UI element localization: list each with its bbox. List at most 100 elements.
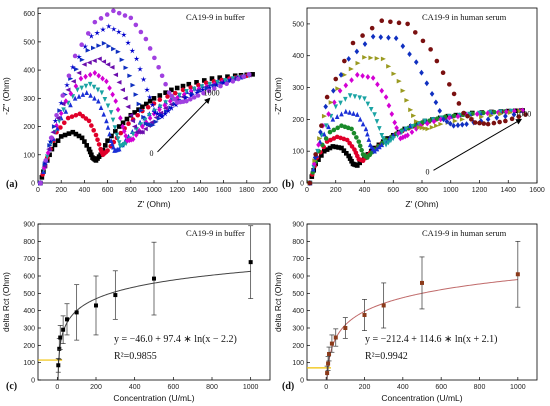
data-point <box>74 310 79 315</box>
data-point <box>72 53 78 59</box>
data-point <box>98 16 104 21</box>
panel-a-nyquist-buffer: 0 200 400 600 800 1000 1200 1400 1600 1800 2000010… <box>1 7 278 209</box>
data-point <box>520 107 525 114</box>
panel-b-trend-arrow <box>433 118 523 171</box>
data-point <box>338 71 344 78</box>
x-tick-label: 2000 <box>262 187 278 194</box>
data-point <box>392 119 397 126</box>
data-point <box>137 66 144 72</box>
data-point <box>336 145 341 150</box>
data-point <box>126 121 131 127</box>
data-point <box>323 136 329 141</box>
data-point <box>116 10 122 16</box>
y-tick-label: 400 <box>292 53 304 60</box>
data-point <box>331 127 337 133</box>
data-point <box>151 96 157 101</box>
data-point <box>163 81 168 87</box>
data-point <box>73 66 79 72</box>
data-point <box>89 123 94 128</box>
data-point <box>82 43 89 50</box>
panel-b-arrow-end-label: 1000 <box>515 109 531 118</box>
data-point <box>324 147 330 152</box>
data-point <box>407 51 412 58</box>
data-point <box>494 114 500 121</box>
data-point <box>152 109 159 115</box>
data-point <box>63 108 69 114</box>
data-point <box>327 129 333 135</box>
data-point <box>78 75 84 82</box>
data-point <box>113 128 118 134</box>
data-point <box>227 77 234 84</box>
x-tick-label: 0 <box>305 187 309 194</box>
data-point <box>488 113 494 118</box>
data-point <box>87 71 93 78</box>
data-point <box>57 346 62 351</box>
y-tick-label: 300 <box>23 96 35 103</box>
x-tick-label: 1200 <box>169 187 185 194</box>
data-point <box>222 78 228 84</box>
panel-a-ylabel: -Z'' (Ohm) <box>1 77 11 115</box>
data-point <box>403 126 409 132</box>
data-point <box>73 112 79 118</box>
data-point <box>333 335 338 340</box>
data-point <box>60 101 66 107</box>
data-point <box>86 118 92 124</box>
data-point <box>109 64 115 70</box>
data-point <box>90 45 96 51</box>
data-point <box>341 148 347 153</box>
data-point <box>199 86 206 93</box>
data-point <box>372 112 377 118</box>
data-point <box>188 85 194 90</box>
data-point <box>60 93 66 98</box>
data-point <box>411 113 417 118</box>
data-point <box>177 92 182 98</box>
data-point <box>400 43 406 50</box>
data-point <box>343 108 349 114</box>
data-point <box>438 116 443 123</box>
data-point <box>213 82 220 88</box>
panel-b-ylabel: -Z'' (Ohm) <box>273 77 283 115</box>
x-tick-label: 200 <box>330 187 342 194</box>
data-point <box>135 112 141 118</box>
data-point <box>511 111 517 118</box>
data-point <box>87 81 93 87</box>
data-point <box>344 137 350 143</box>
y-tick-label: 600 <box>292 274 304 281</box>
data-point <box>113 72 119 78</box>
data-point <box>118 130 124 136</box>
data-point <box>124 116 130 122</box>
data-point <box>459 117 465 122</box>
data-point <box>365 101 371 107</box>
panel-c-data-marks <box>38 225 254 380</box>
data-point <box>143 101 149 107</box>
data-point <box>357 116 363 122</box>
x-tick-label: 1000 <box>146 187 162 194</box>
data-point <box>156 116 162 121</box>
panel-c-title: CA19-9 in buffer <box>186 228 245 238</box>
data-point <box>220 79 227 86</box>
data-point <box>357 95 363 101</box>
data-point <box>507 110 513 115</box>
data-point <box>312 158 318 164</box>
data-point <box>54 112 59 118</box>
data-point <box>203 80 209 86</box>
data-point <box>474 111 480 117</box>
data-point <box>327 352 332 356</box>
data-point <box>246 72 252 77</box>
data-point <box>86 60 92 65</box>
data-point <box>73 131 79 137</box>
data-point <box>58 134 64 139</box>
x-tick-label: 1600 <box>529 187 545 194</box>
data-point <box>56 363 61 368</box>
data-point <box>110 26 117 32</box>
data-point <box>326 124 331 130</box>
data-point <box>96 43 102 48</box>
data-point <box>157 106 162 113</box>
data-point <box>139 129 145 135</box>
data-point <box>58 99 65 106</box>
data-point <box>250 72 255 77</box>
data-point <box>142 126 148 132</box>
data-point <box>153 119 159 125</box>
data-point <box>379 132 385 138</box>
data-point <box>388 19 393 25</box>
